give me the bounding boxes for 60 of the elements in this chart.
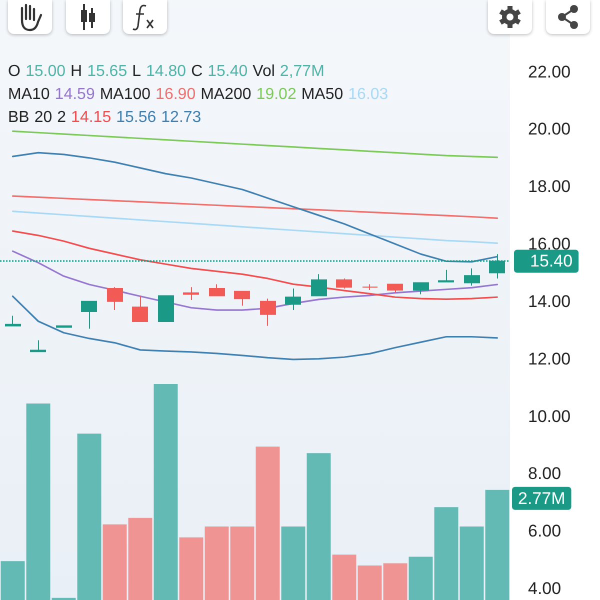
- y-tick-label: 4.00: [528, 579, 562, 598]
- bar: [102, 524, 127, 600]
- candlestick: [413, 282, 429, 295]
- line-series: [12, 295, 498, 360]
- candlestick: [438, 269, 454, 282]
- bar: [179, 537, 204, 600]
- bar: [281, 526, 306, 600]
- bar: [154, 384, 178, 600]
- bar: [306, 453, 331, 600]
- candlestick: [183, 286, 199, 300]
- bar: [460, 526, 484, 600]
- y-tick-label: 12.00: [528, 349, 571, 368]
- candlestick: [285, 288, 301, 311]
- y-tick-label: 16.00: [528, 234, 571, 254]
- candlestick: [209, 284, 225, 296]
- candlestick: [107, 286, 123, 311]
- annotation: MA10 14.59 MA100 16.90 MA200 19.02 MA50 16.03: [8, 86, 388, 103]
- bar: [383, 563, 408, 600]
- candlestick: [5, 315, 21, 326]
- candlestick: [260, 298, 276, 326]
- y-tick-label: 6.00: [528, 522, 562, 541]
- bar: [230, 526, 254, 600]
- text: 2.77M: [518, 488, 566, 508]
- candlestick: [464, 268, 480, 286]
- candlestick: [81, 300, 97, 330]
- y-tick-label: 14.00: [528, 292, 571, 311]
- line-series: [12, 152, 498, 263]
- y-tick-label: 20.00: [528, 120, 571, 139]
- bar: [256, 446, 280, 600]
- bar: [77, 434, 102, 600]
- ref-line-label: 15.40: [530, 252, 573, 271]
- candlestick: [311, 274, 327, 296]
- bar: [0, 561, 25, 600]
- candlestick: [387, 284, 403, 294]
- bar: [128, 518, 152, 600]
- candlestick: [132, 295, 148, 322]
- bar: [408, 556, 433, 600]
- line-series: [12, 195, 498, 219]
- candlestick: [336, 278, 352, 290]
- y-tick-label: 8.00: [528, 464, 562, 484]
- annotation: BB 20 2 14.15 15.56 12.73: [8, 109, 202, 126]
- bar: [434, 507, 458, 600]
- candlestick: [234, 290, 250, 306]
- bar: [485, 490, 510, 600]
- y-tick-label: 22.00: [528, 62, 571, 82]
- line-series: [12, 210, 498, 244]
- bar: [26, 403, 50, 600]
- bar: [204, 526, 229, 600]
- text: O 15.00 H 15.65 L 14.80 C 15.40 Vol 2,77M: [8, 63, 324, 80]
- y-tick-label: 18.00: [528, 177, 571, 196]
- candlestick: [362, 284, 378, 290]
- bar: [332, 554, 356, 600]
- candlestick: [158, 295, 174, 322]
- line-series: [12, 130, 498, 158]
- line-series: [12, 250, 498, 311]
- candlestick: [56, 325, 72, 328]
- line-series: [12, 230, 498, 300]
- y-tick-label: 10.00: [528, 406, 571, 426]
- candlestick: [30, 340, 46, 352]
- bar: [358, 565, 382, 600]
